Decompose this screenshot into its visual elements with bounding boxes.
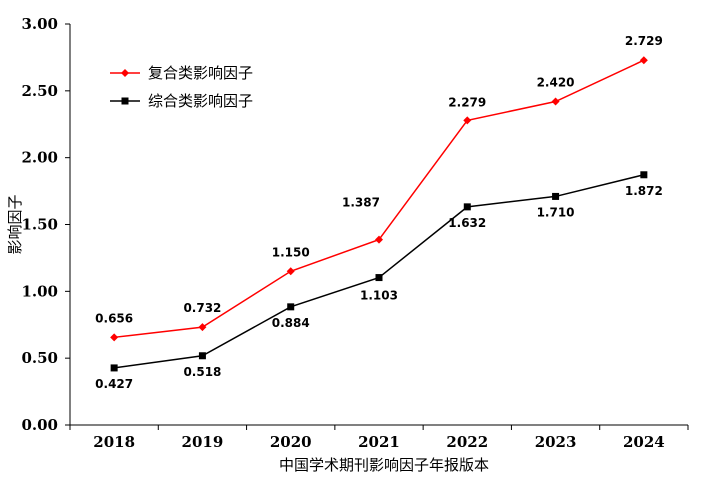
legend-label: 综合类影响因子: [148, 92, 253, 110]
y-tick-label: 0.00: [21, 416, 58, 434]
y-axis-title: 影响因子: [6, 194, 24, 254]
data-label: 0.427: [95, 377, 133, 391]
diamond-marker: [639, 56, 648, 65]
diamond-marker: [198, 323, 207, 332]
square-marker: [640, 171, 648, 179]
square-marker: [463, 203, 471, 211]
square-marker: [375, 274, 383, 282]
diamond-marker: [463, 116, 472, 125]
y-tick-label: 0.50: [21, 349, 58, 367]
data-label: 0.884: [272, 316, 310, 330]
square-marker: [110, 364, 118, 372]
data-label: 1.150: [272, 245, 310, 259]
data-labels: 0.656 0.732 1.150 1.387 2.279 2.420 2.729 0.427…: [95, 34, 663, 391]
data-label: 2.729: [625, 34, 663, 48]
square-marker: [198, 352, 206, 360]
data-label: 2.420: [537, 76, 575, 90]
series-layer: [110, 56, 648, 372]
x-tick-label: 2024: [623, 433, 665, 451]
x-axis: 2018 2019 2020 2021 2022 2023 2024: [69, 424, 689, 451]
data-label: 2.279: [448, 95, 486, 109]
data-label: 0.518: [183, 365, 221, 379]
y-tick-label: 2.00: [21, 149, 58, 167]
data-label: 1.872: [625, 184, 663, 198]
legend-square-marker: [121, 97, 129, 105]
square-marker: [287, 303, 295, 311]
x-tick-label: 2018: [93, 433, 135, 451]
square-marker: [552, 192, 560, 200]
y-axis: 0.00 0.50 1.00 1.50 2.00 2.50 3.00: [21, 15, 71, 434]
y-tick-label: 3.00: [21, 15, 58, 33]
x-axis-title: 中国学术期刊影响因子年报版本: [279, 456, 489, 474]
legend-diamond-marker: [121, 69, 129, 77]
y-tick-label: 1.50: [21, 216, 58, 234]
x-tick-label: 2021: [358, 433, 400, 451]
x-tick-label: 2020: [270, 433, 312, 451]
y-tick-label: 1.00: [21, 282, 58, 300]
data-label: 1.632: [448, 216, 486, 230]
data-label: 0.732: [183, 301, 221, 315]
y-tick-label: 2.50: [21, 82, 58, 100]
data-label: 1.103: [360, 289, 398, 303]
diamond-marker: [110, 333, 119, 342]
diamond-marker: [375, 235, 383, 244]
legend-label: 复合类影响因子: [148, 64, 253, 82]
diamond-marker: [286, 267, 295, 276]
x-tick-label: 2023: [535, 433, 577, 451]
x-tick-label: 2019: [182, 433, 224, 451]
data-label: 1.387: [342, 196, 380, 210]
x-tick-label: 2022: [446, 433, 488, 451]
diamond-marker: [551, 97, 560, 106]
data-label: 0.656: [95, 311, 133, 325]
data-label: 1.710: [537, 205, 575, 219]
